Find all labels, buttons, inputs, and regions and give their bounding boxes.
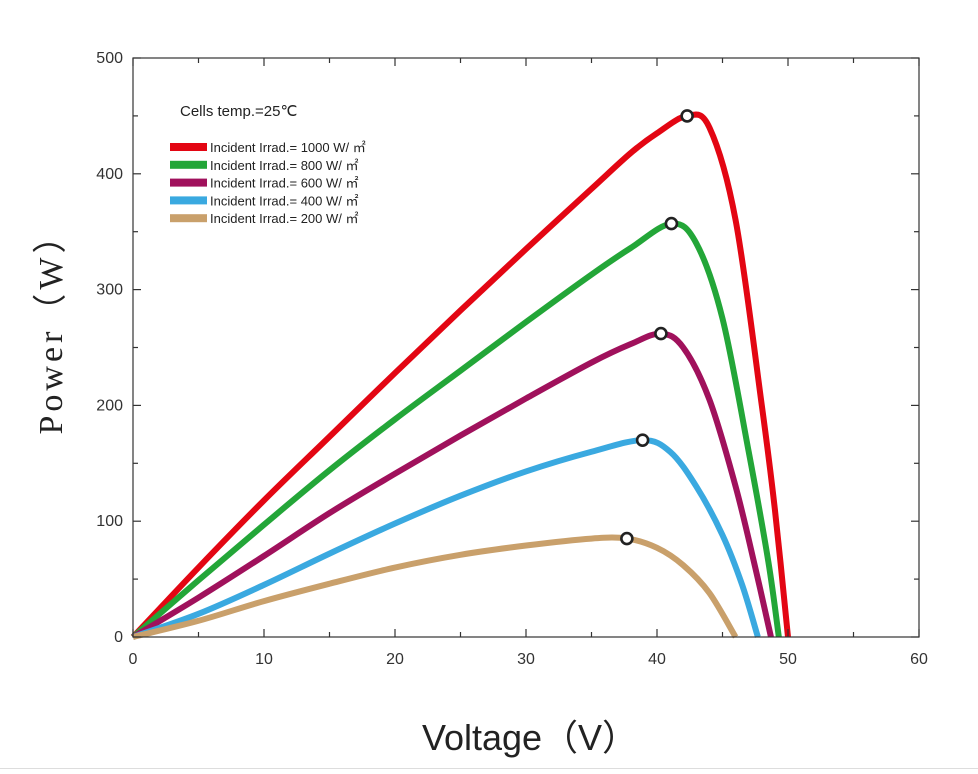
axis-ticks [132,57,920,638]
series-line-0 [130,111,791,640]
mpp-marker-2 [654,326,668,341]
legend-label-4: Incident Irrad.= 200 W/ ㎡ [210,211,359,226]
legend-swatch-2 [170,178,207,187]
y-tick-label: 300 [96,282,123,299]
x-axis-title: Voltage（V） [422,717,638,758]
bottom-divider [0,768,978,769]
series-line-3 [132,437,761,640]
y-axis-title: Power（W） [32,216,70,435]
mpp-marker-3 [635,433,650,447]
y-tick-label: 0 [114,629,123,646]
cells-temp-annotation: Cells temp.=25℃ [180,103,297,120]
legend-label-3: Incident Irrad.= 400 W/ ㎡ [210,193,359,208]
series-line-4 [132,534,739,640]
mpp-marker-1 [664,216,679,231]
x-tick-label: 40 [648,651,666,668]
series-lines [130,111,791,640]
legend-swatch-1 [170,160,207,169]
mpp-marker-4 [620,531,634,546]
mpp-marker-0 [680,109,694,123]
legend-label-0: Incident Irrad.= 1000 W/ ㎡ [210,140,366,155]
legend-label-2: Incident Irrad.= 600 W/ ㎡ [210,176,359,191]
legend-label-1: Incident Irrad.= 800 W/ ㎡ [210,158,359,173]
legend-swatch-4 [170,214,207,223]
x-tick-label: 20 [386,651,404,668]
series-line-1 [131,220,782,640]
y-tick-label: 500 [96,50,123,67]
legend-swatch-3 [170,196,207,205]
tick-labels: 0 10 20 30 40 50 60 0 100 200 300 400 500 [96,50,928,668]
x-tick-label: 10 [255,651,273,668]
x-tick-label: 50 [779,651,797,668]
legend: Incident Irrad.= 1000 W/ ㎡ Incident Irrad… [170,140,366,226]
x-tick-label: 30 [517,651,535,668]
y-tick-label: 200 [96,397,123,414]
y-tick-label: 400 [96,166,123,183]
legend-swatch-0 [170,143,207,151]
mpp-markers [620,109,694,546]
series-line-2 [131,330,774,640]
y-tick-label: 100 [96,513,123,530]
x-tick-label: 60 [910,651,928,668]
x-tick-label: 0 [129,651,138,668]
